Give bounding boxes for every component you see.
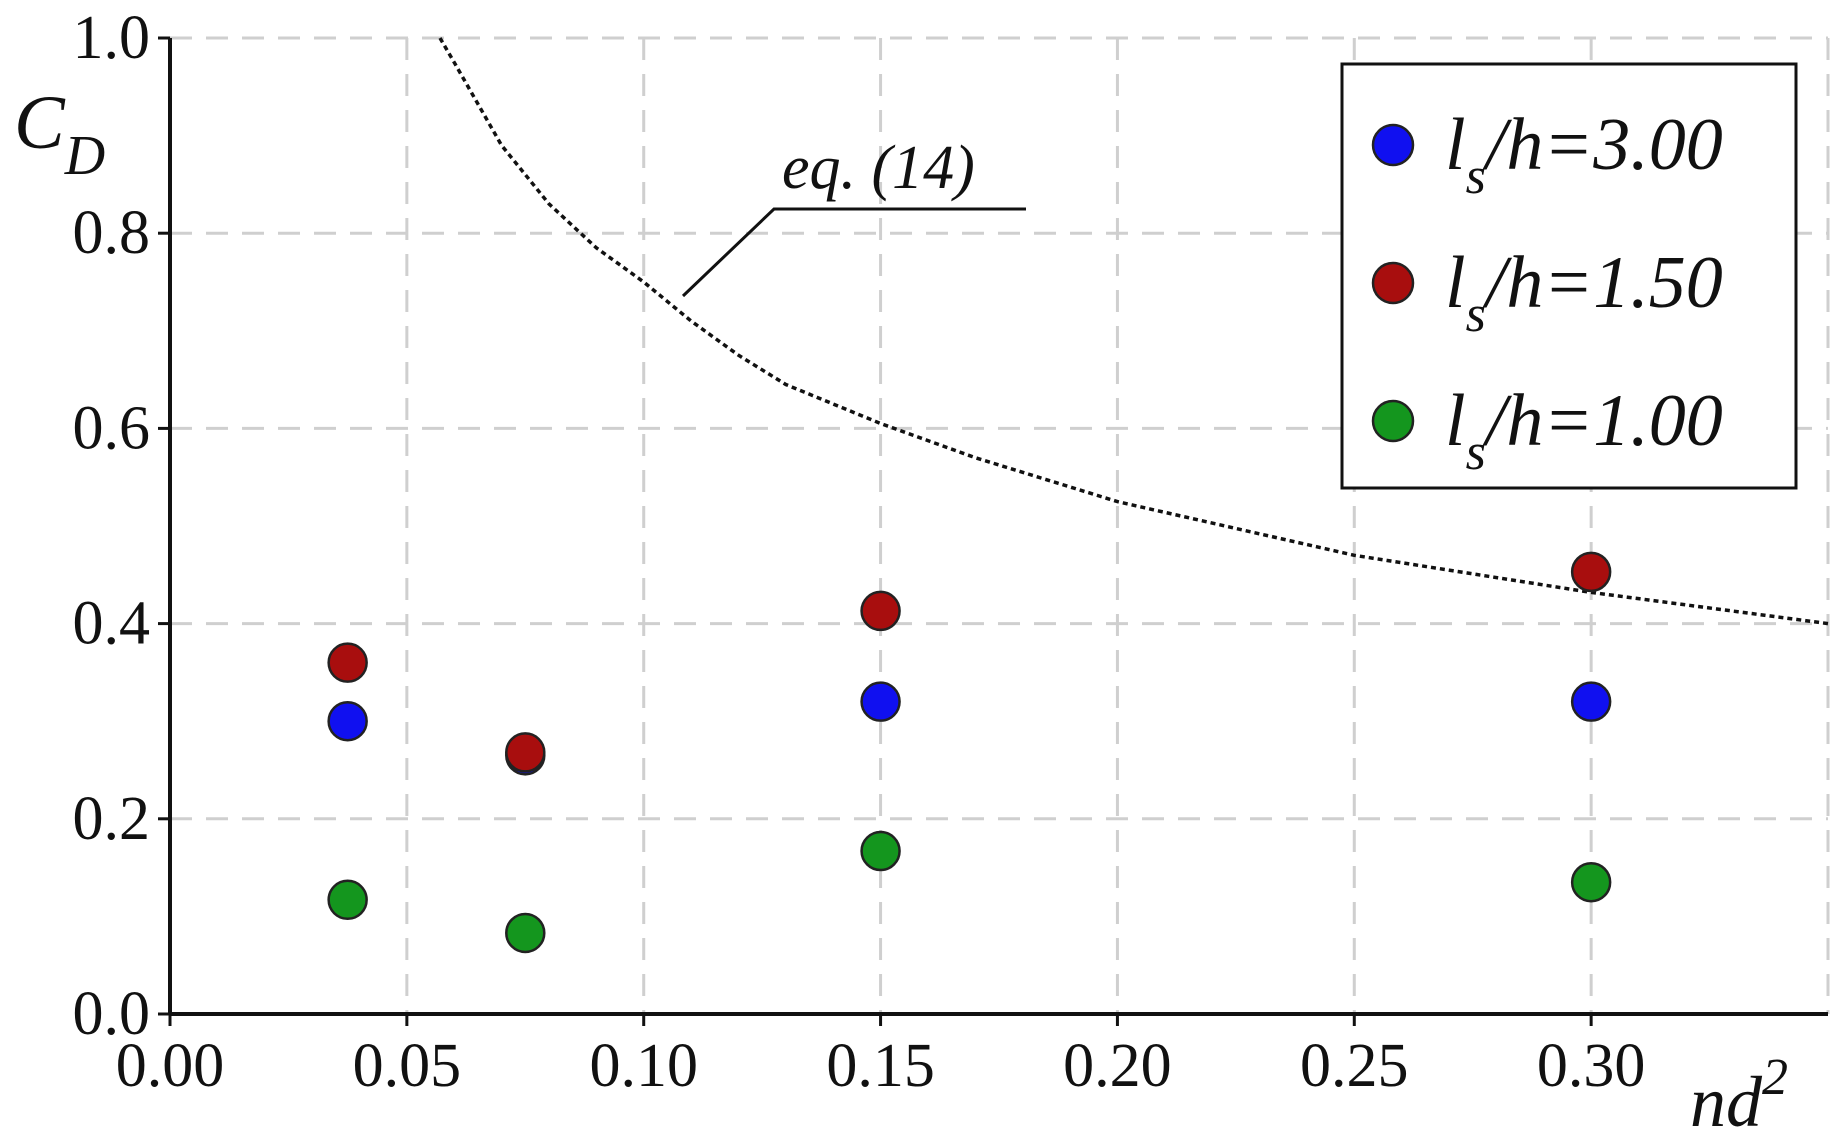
x-axis-label-sup: 2 [1762, 1049, 1788, 1106]
legend-label-sub: s [1466, 286, 1486, 343]
y-axis-label-main: C [14, 81, 66, 165]
y-axis-label-sub: D [64, 125, 105, 187]
legend-label-rest: /h=1.50 [1482, 242, 1723, 324]
eq14-curve [438, 37, 1829, 626]
x-tick-label: 0.25 [1300, 1032, 1409, 1100]
data-point-series-2 [505, 732, 546, 773]
legend-box [1340, 62, 1798, 490]
x-tick-label: 0.00 [116, 1032, 225, 1100]
eq-annotation-leader [681, 207, 1026, 298]
x-tick-label: 0.05 [353, 1032, 462, 1100]
axes [168, 38, 1828, 1016]
tick-labels: 0.00 0.05 0.10 0.15 0.20 0.25 0.30 0.0 0.2 0.4 0.6… [73, 4, 1646, 1100]
x-tick-label: 0.20 [1063, 1032, 1172, 1100]
data-point-series-2 [327, 642, 368, 683]
x-tick-label: 0.10 [589, 1032, 698, 1100]
legend-label-l: l [1445, 242, 1466, 324]
legend-marker [1371, 399, 1415, 443]
data-point-series-1 [327, 700, 368, 742]
legend-label: ls/h=1.50 [1445, 242, 1723, 343]
y-tick-label: 1.0 [73, 4, 151, 72]
legend-label-rest: /h=3.00 [1482, 104, 1723, 186]
legend-label-sub: s [1466, 424, 1486, 481]
legend-marker [1371, 123, 1415, 167]
data-point-series-3 [505, 912, 546, 954]
legend-label-l: l [1445, 104, 1466, 186]
legend-label-sub: s [1466, 148, 1486, 205]
data-point-series-2 [1570, 551, 1612, 593]
eq-annotation-label: eq. (14) [782, 134, 975, 202]
legend-label: ls/h=1.00 [1445, 380, 1723, 481]
data-point-series-1 [860, 681, 901, 722]
x-tick-label: 0.30 [1537, 1032, 1646, 1100]
legend-label-l: l [1445, 380, 1466, 462]
y-axis-label: CD [14, 81, 105, 187]
y-tick-label: 0.0 [73, 980, 151, 1048]
data-point-series-2 [860, 590, 901, 632]
data-point-series-3 [1570, 861, 1612, 903]
y-tick-label: 0.6 [73, 394, 151, 462]
data-points [327, 551, 1612, 954]
y-tick-label: 0.4 [73, 590, 151, 658]
legend-label: ls/h=3.00 [1445, 104, 1723, 205]
ticks [158, 36, 1593, 1026]
reference-curve-layer [438, 37, 1829, 626]
y-tick-label: 0.2 [73, 785, 151, 853]
legend-marker [1371, 261, 1415, 305]
y-tick-label: 0.8 [73, 199, 151, 267]
data-point-series-1 [1570, 681, 1612, 722]
eq-annotation: eq. (14) [681, 134, 1026, 298]
data-point-series-3 [860, 830, 901, 872]
legend-label-rest: /h=1.00 [1482, 380, 1723, 462]
x-axis-label: nd2 [1690, 1049, 1788, 1136]
data-point-series-3 [327, 879, 368, 921]
x-tick-label: 0.15 [826, 1032, 935, 1100]
x-axis-label-main: nd [1690, 1062, 1763, 1136]
